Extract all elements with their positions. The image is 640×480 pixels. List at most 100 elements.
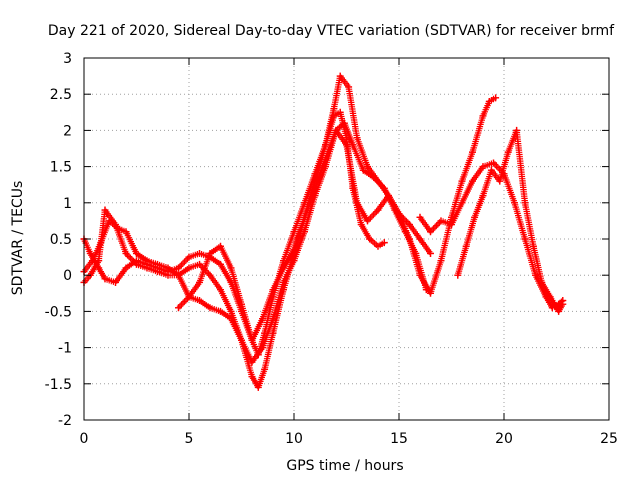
data-point [340,119,348,127]
y-tick-label: -2 [58,413,72,429]
data-point [353,199,361,207]
data-point [196,249,203,257]
data-point [112,278,119,286]
data-point [154,260,161,268]
data-point [248,373,256,381]
y-tick-label: -1 [58,341,72,357]
data-point [427,249,434,257]
data-point [336,108,344,116]
data-point [427,289,434,297]
data-point [469,148,476,156]
data-point [122,264,130,272]
y-tick-label: 2.5 [50,87,72,103]
data-point [416,235,424,243]
data-point [254,383,262,391]
data-point [370,173,378,181]
y-axis-label: SDTVAR / TECUs [10,181,26,296]
data-point [206,249,214,257]
x-tick-label: 10 [285,431,303,447]
data-point [280,264,287,272]
data-point [349,141,357,149]
data-point [164,271,172,279]
data-point [269,286,277,294]
y-tick-label: 0.5 [50,232,72,248]
data-point [175,271,182,279]
data-point [485,97,493,105]
data-point [88,257,96,265]
grid [84,58,609,420]
data-point [538,278,546,286]
data-point [330,105,338,113]
data-point [469,177,476,185]
data-point [380,239,388,247]
data-point [164,264,172,272]
series-track-4 [175,94,500,344]
data-point [290,246,298,254]
data-point [122,228,130,236]
data-point [280,278,287,286]
data-point [555,307,563,315]
data-point [437,257,445,265]
data-point [479,112,487,120]
data-point [269,315,277,323]
data-point [454,271,462,279]
data-point [185,264,193,272]
data-point [175,264,182,272]
y-tick-label: 2 [63,123,72,139]
data-point [133,260,140,268]
data-point [427,228,434,236]
x-tick-label: 20 [495,431,513,447]
y-tick-label: -1.5 [45,377,72,393]
data-point [462,242,470,250]
x-tick-label: 0 [80,431,89,447]
data-point [322,155,329,163]
tick-marks [83,57,610,421]
data-point [290,257,298,265]
data-point [185,253,193,261]
data-point [122,249,130,257]
data-point [185,293,193,301]
x-tick-label: 25 [600,431,618,447]
data-point [227,315,235,323]
data-point [374,242,382,250]
x-axis-label: GPS time / hours [286,458,403,474]
data-point [406,235,413,243]
data-point [217,260,224,268]
data-point [143,264,151,272]
data-point [227,307,235,315]
data-point [238,336,245,344]
data-point [248,336,256,344]
data-point [521,235,529,243]
data-point [238,300,245,308]
data-point [95,257,103,265]
data-point [353,134,361,142]
data-point [343,141,350,149]
data-point [479,163,487,171]
data-point [559,300,567,308]
data-point [290,228,298,236]
data-point [492,94,500,102]
data-point [97,239,105,247]
data-point [458,199,466,207]
data-point [366,235,374,243]
y-tick-label: 3 [63,51,72,67]
data-point [105,217,113,225]
data-point [385,192,392,200]
data-point [359,166,367,174]
data-point [248,358,256,366]
data-point [364,163,371,171]
data-point [496,177,504,185]
data-point [513,126,521,134]
series-track-6 [454,126,567,315]
data-point [217,307,224,315]
data-point [101,206,109,214]
data-point [217,286,224,294]
chart-title: Day 221 of 2020, Sidereal Day-to-day VTE… [48,23,615,39]
data-point [416,271,424,279]
data-point [345,83,353,91]
y-tick-label: 0 [63,268,72,284]
data-point [206,304,214,312]
data-point [154,268,161,276]
data-point [479,192,487,200]
